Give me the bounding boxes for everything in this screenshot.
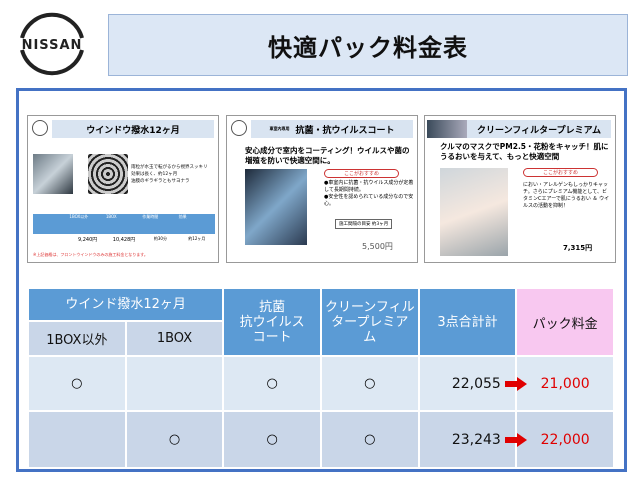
recommend-tag: ここがおすすめ	[523, 168, 598, 177]
header-clean-filter: クリーンフィル タープレミア ム	[319, 287, 420, 357]
cell-filter: ○	[319, 410, 420, 469]
nissan-logo: NISSAN	[10, 12, 94, 76]
total-value: 23,243	[451, 431, 501, 448]
windshield-after-image	[88, 154, 128, 194]
header-antibacterial-coat: 抗菌 抗ウイルス コート	[222, 287, 322, 357]
cell-coat: ○	[222, 410, 322, 469]
card-price: 5,500円	[362, 242, 393, 251]
bullet: 油膜のギラギラともサヨナラ	[131, 179, 190, 184]
bullet: ●安全性を認められている成分なので安心。	[324, 194, 414, 207]
cell-non-1box: ○	[27, 355, 127, 412]
card-clean-filter: クリーンフィルタープレミアム クルマのマスクでPM2.5・花粉をキャッチ！肌にう…	[424, 115, 616, 263]
red-arrow-icon	[505, 432, 528, 447]
windshield-before-image	[33, 154, 73, 194]
nissan-mini-logo	[231, 120, 247, 136]
card-headline: 安心成分で室内をコーティング！ウイルスや菌の増殖を防いで快適空間に。	[245, 146, 410, 165]
bullet: 雨粒が水玉で転がるから視界スッキリ	[131, 165, 208, 170]
recommend-tag: ここがおすすめ	[324, 169, 399, 178]
bullet: 効果は長く、約12ヶ月	[131, 172, 178, 177]
card-headline: クルマのマスクでPM2.5・花粉をキャッチ！肌にうるおいを与えて、もっと快適空間	[440, 142, 609, 161]
cell-total: 22,055	[417, 355, 528, 412]
table-row: ○ ○ ○ 22,055 21,000	[27, 355, 615, 412]
woman-photo	[440, 168, 508, 256]
car-image	[427, 120, 467, 138]
logo-text: NISSAN	[22, 38, 83, 53]
nissan-mini-logo	[32, 120, 48, 136]
card-price-table-header: 1BOX以外 1BOX 作業時間 効果	[33, 214, 215, 234]
seat-image	[245, 169, 307, 245]
table-row: ○ ○ ○ 23,243 22,000	[27, 410, 615, 469]
bullet: ●車室内に抗菌・抗ウイルス成分が定着して長期間持続。	[324, 180, 414, 193]
cell-filter: ○	[319, 355, 420, 412]
cell-pack-price: 21,000	[515, 355, 615, 412]
cell-1box: ○	[124, 410, 225, 469]
cell-total: 23,243	[417, 410, 528, 469]
card-note: ※上記価格は、フロントウインドウのみの施工料金となります。	[33, 252, 148, 257]
cell-coat: ○	[222, 355, 322, 412]
card-price: 7,315円	[563, 244, 593, 252]
price-table: ウインド撥水12ヶ月 抗菌 抗ウイルス コート クリーンフィル タープレミア ム…	[26, 287, 615, 469]
header-window-coating: ウインド撥水12ヶ月	[26, 287, 225, 322]
cell-non-1box	[27, 410, 127, 469]
card-window-coating: ウインドウ撥水12ヶ月 雨粒が水玉で転がるから視界スッキリ 効果は長く、約12ヶ…	[27, 115, 219, 263]
card-price-table-row: 9,240円 10,428円 約30分 約12ヶ月	[77, 236, 206, 243]
header-pack-price: パック料金	[515, 287, 615, 357]
cell-pack-price: 22,000	[515, 410, 615, 469]
card-title: 抗菌・抗ウイルスコート	[295, 125, 395, 136]
page-title: 快適パック料金表	[108, 14, 628, 76]
card-antibacterial-coat: 車室内専用 抗菌・抗ウイルスコート 安心成分で室内をコーティング！ウイルスや菌の増…	[226, 115, 418, 263]
card-title: クリーンフィルタープレミアム	[467, 120, 611, 138]
cell-1box	[124, 355, 225, 412]
card-title: ウインドウ撥水12ヶ月	[52, 120, 214, 138]
card-body: におい・アレルゲンもしっかりキャッチ。さらにプレミアム機能として、ビタミンCエア…	[523, 182, 610, 209]
header-1box: 1BOX	[124, 320, 225, 357]
total-value: 22,055	[451, 375, 501, 392]
red-arrow-icon	[505, 376, 528, 391]
header-non-1box: 1BOX以外	[27, 320, 127, 357]
header-total: 3点合計計	[417, 287, 518, 357]
duration-box: 施工間隔の目安 約3ヶ月	[335, 219, 393, 229]
card-subtitle: 車室内専用	[269, 126, 290, 131]
